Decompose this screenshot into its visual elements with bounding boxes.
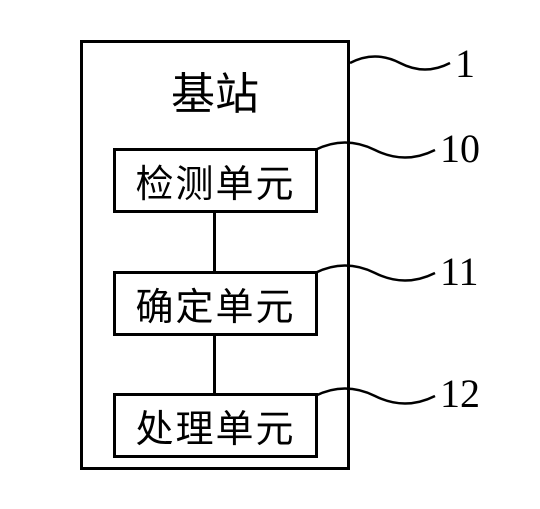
title-text: 基站: [83, 58, 347, 122]
connector-1: [213, 213, 216, 271]
ref-label-11: 11: [440, 248, 479, 295]
ref-label-1: 1: [455, 40, 475, 87]
determination-unit-box: 确定单元: [113, 271, 318, 336]
leader-line-10: [315, 132, 445, 172]
leader-line-12: [315, 378, 445, 418]
detection-unit-box: 检测单元: [113, 148, 318, 213]
processing-unit-box: 处理单元: [113, 393, 318, 458]
ref-label-10: 10: [440, 125, 480, 172]
leader-line-1: [350, 45, 460, 85]
ref-label-12: 12: [440, 370, 480, 417]
connector-2: [213, 336, 216, 393]
detection-unit-label: 检测单元: [135, 153, 295, 208]
leader-line-11: [315, 255, 445, 295]
base-station-container: 基站 检测单元 确定单元 处理单元: [80, 40, 350, 470]
determination-unit-label: 确定单元: [135, 276, 295, 331]
processing-unit-label: 处理单元: [135, 398, 295, 453]
